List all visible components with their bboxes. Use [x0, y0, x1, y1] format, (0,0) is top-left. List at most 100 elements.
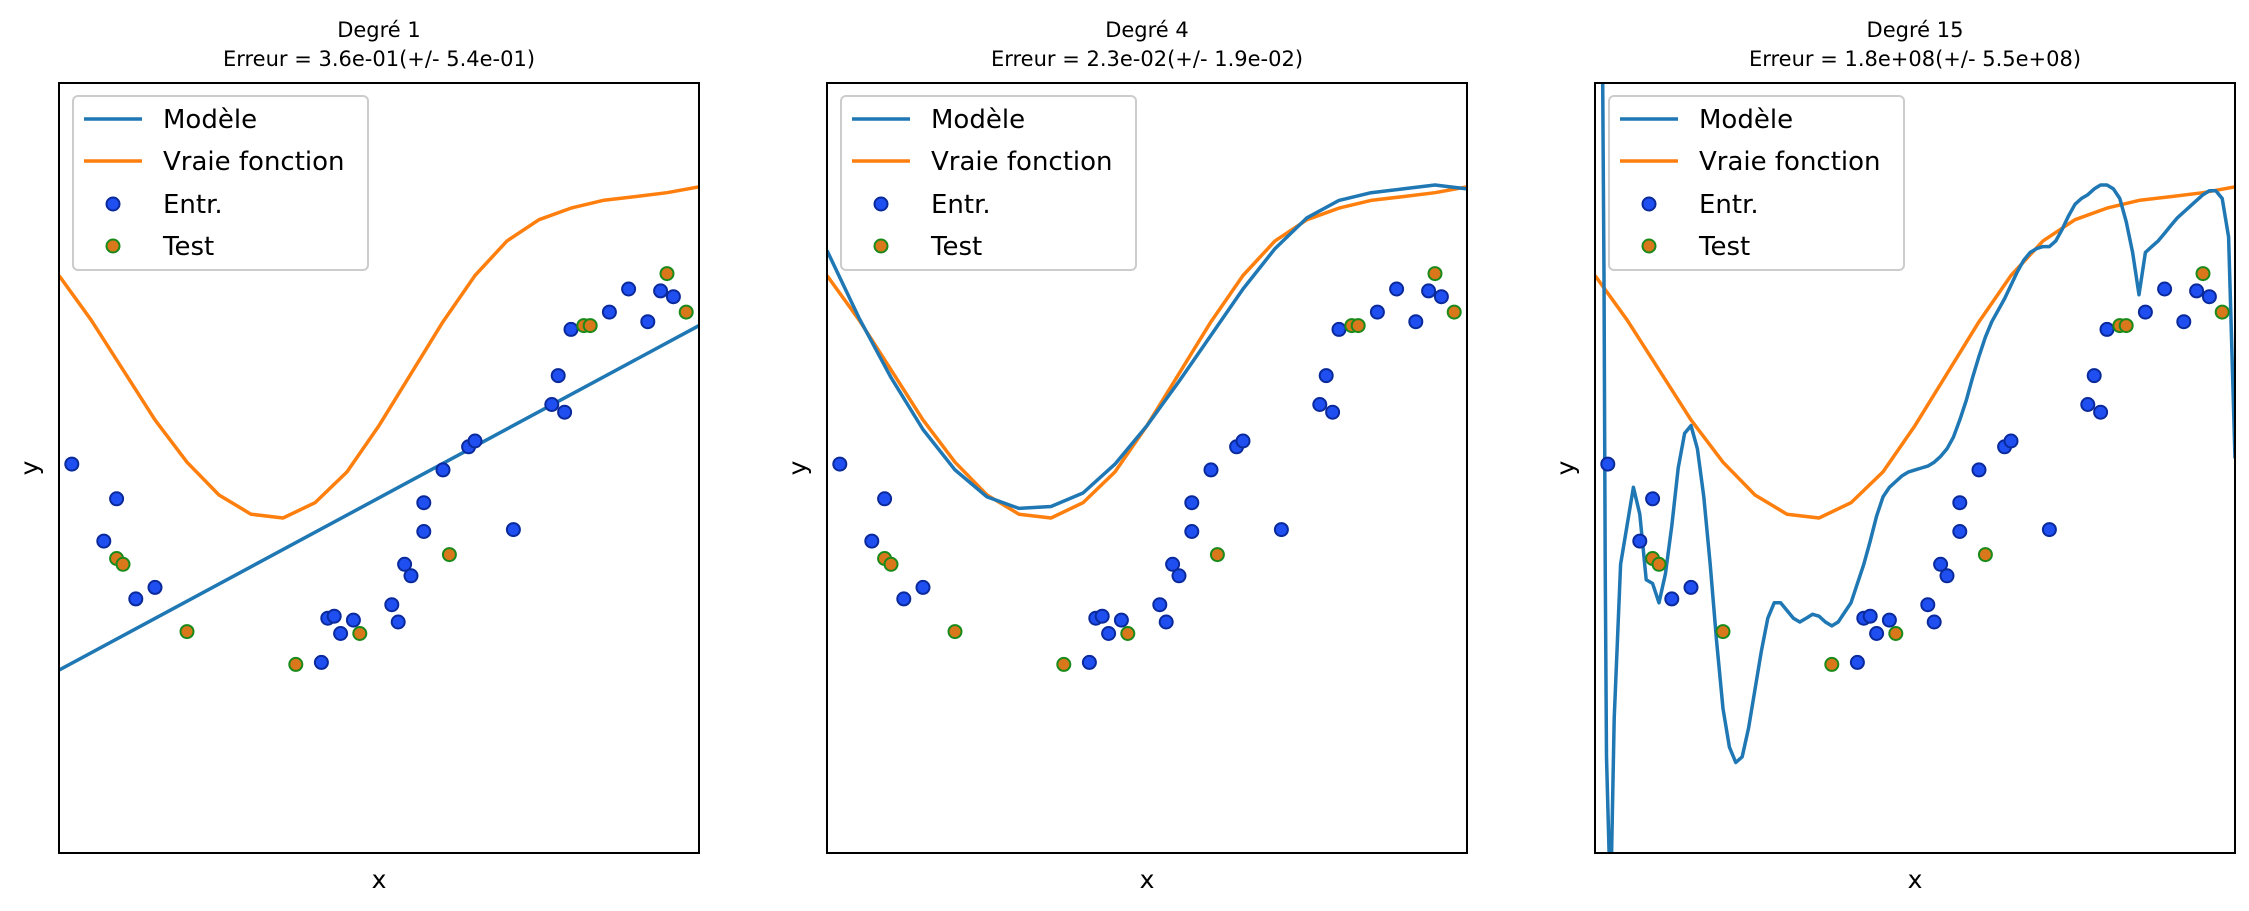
train-point [2086, 368, 2102, 384]
train-point [416, 524, 432, 539]
legend-train-label: Entr. [1699, 190, 1759, 220]
train-point [1881, 612, 1897, 628]
train-point [1184, 495, 1200, 511]
legend: Modèle Vraie fonction Entr. Test [72, 95, 369, 271]
legend-train-label: Entr. [163, 190, 223, 220]
test-point [352, 626, 368, 641]
test-point [2118, 318, 2134, 334]
test-point [1888, 626, 1904, 641]
train-point [915, 579, 931, 595]
train-point [1869, 626, 1885, 641]
test-point [1977, 547, 1993, 563]
legend-test-label: Test [1698, 232, 1750, 262]
train-point [345, 612, 361, 628]
chart-subtitle: Erreur = 2.3e-02(+/- 1.9e-02) [991, 47, 1303, 71]
test-point [2214, 304, 2230, 320]
train-point [665, 289, 681, 305]
train-point [1318, 368, 1334, 384]
train-point [1325, 404, 1341, 420]
axes-frame [826, 82, 1468, 854]
subplot-degree-1: Degré 1 Erreur = 3.6e-01(+/- 5.4e-01) x … [15, 18, 700, 894]
legend-train-marker [105, 196, 121, 212]
train-point [2099, 321, 2115, 337]
train-point [2137, 304, 2153, 320]
chart-subtitle: Erreur = 1.8e+08(+/- 5.5e+08) [1749, 47, 2081, 71]
train-point [1094, 608, 1110, 624]
legend-model-label: Modèle [163, 105, 257, 135]
test-point [1651, 556, 1667, 572]
train-point [1184, 524, 1200, 539]
test-point [1056, 656, 1072, 672]
x-axis-label: x [1908, 865, 1923, 894]
train-point [1849, 654, 1865, 670]
train-point [416, 495, 432, 511]
train-point [1952, 495, 1968, 511]
plot-area [1595, 83, 2235, 853]
train-point [1920, 597, 1936, 613]
legend-box [1608, 95, 1905, 271]
train-point [1632, 533, 1648, 549]
test-point [883, 556, 899, 572]
train-point [877, 491, 893, 507]
train-point [1664, 591, 1680, 607]
train-point [1113, 612, 1129, 628]
test-point [1209, 547, 1225, 563]
train-point [1926, 614, 1942, 630]
chart-title: Degré 15 [1867, 18, 1964, 42]
train-point [2003, 433, 2019, 449]
test-point [1824, 656, 1840, 672]
train-point [1369, 304, 1385, 320]
train-point [832, 456, 848, 472]
chart-title: Degré 4 [1105, 18, 1189, 42]
train-point [1203, 462, 1219, 478]
train-point [1312, 397, 1328, 412]
train-point [621, 281, 637, 297]
axes-frame [58, 82, 700, 854]
train-point [2093, 404, 2109, 420]
train-point [128, 591, 144, 607]
legend-test-label: Test [162, 232, 214, 262]
train-point [1645, 491, 1661, 507]
test-point [659, 266, 675, 282]
train-point [403, 568, 419, 584]
legend-train-marker [873, 196, 889, 212]
train-point [64, 456, 80, 472]
y-axis-label: y [783, 460, 812, 475]
plot-area [59, 185, 699, 672]
legend-model-label: Modèle [1699, 105, 1793, 135]
true-function-line [1595, 185, 2235, 520]
train-point [96, 533, 112, 549]
train-point [467, 433, 483, 449]
train-point [1683, 579, 1699, 595]
legend: Modèle Vraie fonction Entr. Test [1608, 95, 1905, 271]
chart-title: Degré 1 [337, 18, 421, 42]
test-point [1427, 266, 1443, 282]
true-function-line [59, 185, 699, 520]
train-point [1152, 597, 1168, 613]
legend-test-marker [105, 238, 121, 254]
test-point [1446, 304, 1462, 320]
train-point [544, 397, 560, 412]
train-point [1158, 614, 1174, 630]
train-point [1165, 556, 1181, 572]
train-point [2157, 281, 2173, 297]
train-point [1273, 522, 1289, 538]
test-point [115, 556, 131, 572]
train-point [653, 283, 669, 299]
train-point [2201, 289, 2217, 305]
train-point [326, 608, 342, 624]
model-line [1600, 83, 2235, 853]
train-point [563, 321, 579, 337]
legend-test-label: Test [930, 232, 982, 262]
test-point [1350, 318, 1366, 334]
train-point [2080, 397, 2096, 412]
legend-true-label: Vraie fonction [163, 147, 345, 177]
x-axis-label: x [1140, 865, 1155, 894]
model-line [827, 183, 1467, 511]
chart-subtitle: Erreur = 3.6e-01(+/- 5.4e-01) [223, 47, 535, 71]
legend-train-label: Entr. [931, 190, 991, 220]
train-point [435, 462, 451, 478]
train-point [1433, 289, 1449, 305]
train-point [2176, 314, 2192, 330]
